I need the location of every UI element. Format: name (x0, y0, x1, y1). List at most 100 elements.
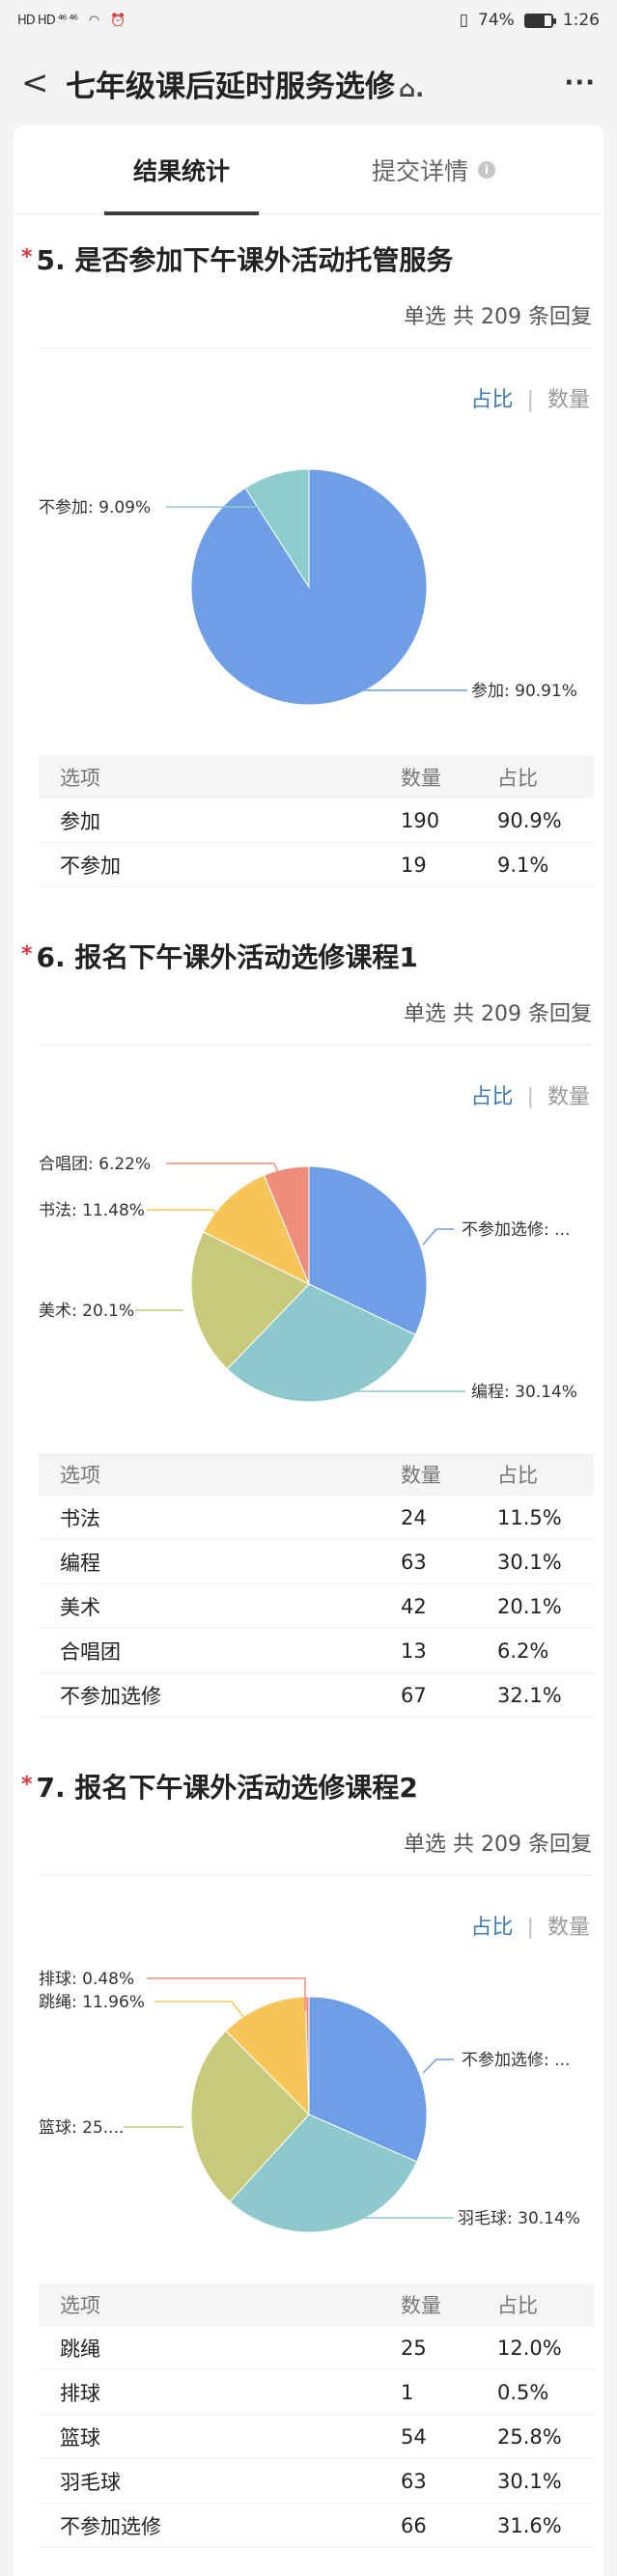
pie-slice[interactable] (244, 468, 310, 589)
toggle-separator: | (526, 1085, 534, 1109)
pie-label: 参加: 90.91% (471, 682, 577, 701)
toggle-separator: | (526, 388, 534, 412)
pie-label: 不参加: 9.09% (39, 498, 151, 518)
row-count: 66 (401, 2513, 427, 2537)
leader-line (331, 2201, 454, 2219)
question-title-text: 5. 是否参加下午课外活动托管服务 (36, 244, 454, 276)
table-row: 排球 1 0.5% (39, 2370, 594, 2415)
pie-slice[interactable] (225, 1996, 310, 2116)
pie-label: 美术: 20.1% (39, 1302, 134, 1321)
network-icons: HD HD ⁴⁶ ⁴⁶ (17, 13, 78, 28)
col-option: 选项 (60, 2294, 100, 2317)
question-title-text: 6. 报名下午课外活动选修课程1 (36, 941, 418, 973)
toggle-percent[interactable]: 占比 (470, 1085, 514, 1109)
row-percent: 32.1% (497, 1683, 562, 1707)
table-row: 不参加 19 9.1% (39, 843, 594, 887)
required-asterisk: * (21, 245, 33, 269)
table-row: 不参加选修 67 32.1% (39, 1673, 594, 1718)
view-toggle: 占比 | 数量 (471, 382, 590, 413)
leader-line (422, 2058, 454, 2074)
leader-line (147, 1209, 229, 1226)
row-option: 不参加选修 (60, 1684, 161, 1708)
row-count: 19 (401, 853, 427, 877)
table-row: 羽毛球 63 30.1% (39, 2459, 594, 2504)
pie-label: 合唱团: 6.22% (39, 1155, 151, 1174)
col-option: 选项 (60, 767, 100, 790)
tab-submit-details[interactable]: 提交详情 i (332, 126, 535, 214)
row-percent: 30.1% (497, 1550, 562, 1574)
pie-slice[interactable] (190, 2030, 310, 2203)
table-header: 选项 数量 占比 (39, 1453, 594, 1496)
required-asterisk: * (21, 942, 33, 966)
row-option: 排球 (60, 2381, 100, 2405)
table-header: 选项 数量 占比 (39, 2283, 594, 2326)
pie-slice[interactable] (202, 1174, 310, 1286)
question-meta: 单选 共 209 条回复 (404, 1833, 592, 1857)
question-title: * 6. 报名下午课外活动选修课程1 (21, 937, 418, 975)
leader-line (147, 1977, 306, 2011)
table-row: 书法 24 11.5% (39, 1496, 594, 1540)
table-row: 不参加选修 66 31.6% (39, 2504, 594, 2548)
row-option: 跳绳 (60, 2337, 100, 2361)
required-asterisk: * (21, 1773, 33, 1797)
more-options-button[interactable]: ··· (564, 69, 596, 98)
question-meta: 单选 共 209 条回复 (404, 305, 592, 329)
question-title: * 5. 是否参加下午课外活动托管服务 (21, 239, 453, 278)
col-count: 数量 (401, 2294, 441, 2317)
row-percent: 9.1% (497, 853, 549, 877)
pie-slice[interactable] (308, 1165, 428, 1336)
leader-line (347, 666, 467, 691)
divider (39, 1875, 592, 1876)
row-percent: 20.1% (497, 1594, 562, 1618)
col-option: 选项 (60, 1464, 100, 1487)
row-option: 不参加选修 (60, 2514, 161, 2538)
pie-slice[interactable] (226, 1283, 416, 1403)
leader-line (331, 1373, 465, 1392)
table-row: 篮球 54 25.8% (39, 2415, 594, 2459)
col-percent: 占比 (497, 2294, 538, 2317)
pie-chart-q6: 合唱团: 6.22% 书法: 11.48% 美术: 20.1% 不参加选修: .… (39, 1155, 577, 1403)
pie-label: 编程: 30.14% (471, 1383, 577, 1402)
page-title: 七年级课后延时服务选修 ⌂. (66, 62, 557, 105)
tab-result-stats[interactable]: 结果统计 (104, 126, 259, 215)
row-percent: 11.5% (497, 1505, 562, 1529)
view-toggle: 占比 | 数量 (471, 1079, 590, 1110)
toggle-separator: | (526, 1916, 534, 1940)
col-count: 数量 (401, 1464, 441, 1487)
pie-slices (190, 1996, 428, 2233)
row-count: 190 (401, 808, 440, 832)
tag-icon: ⌂. (399, 74, 425, 102)
row-count: 63 (401, 2469, 427, 2493)
toggle-percent[interactable]: 占比 (470, 1916, 514, 1940)
col-percent: 占比 (497, 767, 538, 790)
battery-percent: 74% (478, 11, 515, 30)
toggle-count[interactable]: 数量 (547, 1085, 590, 1109)
page-title-text: 七年级课后延时服务选修 (66, 69, 395, 104)
vibrate-icon: ▯ (459, 11, 469, 30)
wifi-icon: ◠ (88, 13, 99, 28)
clock: 1:26 (562, 11, 600, 30)
row-option: 合唱团 (60, 1639, 121, 1664)
table-row: 跳绳 25 12.0% (39, 2326, 594, 2370)
row-percent: 6.2% (497, 1638, 549, 1663)
toggle-percent[interactable]: 占比 (470, 388, 514, 412)
toggle-count[interactable]: 数量 (547, 1916, 590, 1940)
row-count: 67 (401, 1683, 427, 1707)
row-option: 美术 (60, 1595, 100, 1619)
row-option: 编程 (60, 1551, 100, 1575)
row-percent: 0.5% (497, 2380, 549, 2404)
toggle-count[interactable]: 数量 (547, 388, 590, 412)
pie-chart-q7: 排球: 0.48% 跳绳: 11.96% 篮球: 25.... 不参加选修: .… (39, 1970, 580, 2233)
tab-bar: 结果统计 提交详情 i (14, 126, 603, 215)
battery-icon (523, 13, 556, 28)
pie-slice[interactable] (308, 1996, 428, 2163)
pie-slice[interactable] (263, 1165, 310, 1285)
row-count: 1 (401, 2380, 414, 2404)
info-icon: i (478, 161, 495, 179)
pie-slice[interactable] (190, 1231, 310, 1370)
tab-label: 结果统计 (132, 157, 230, 185)
back-button[interactable]: < (21, 64, 49, 102)
pie-slice[interactable] (229, 2114, 418, 2233)
pie-label: 排球: 0.48% (39, 1970, 134, 1989)
row-count: 25 (401, 2336, 427, 2360)
